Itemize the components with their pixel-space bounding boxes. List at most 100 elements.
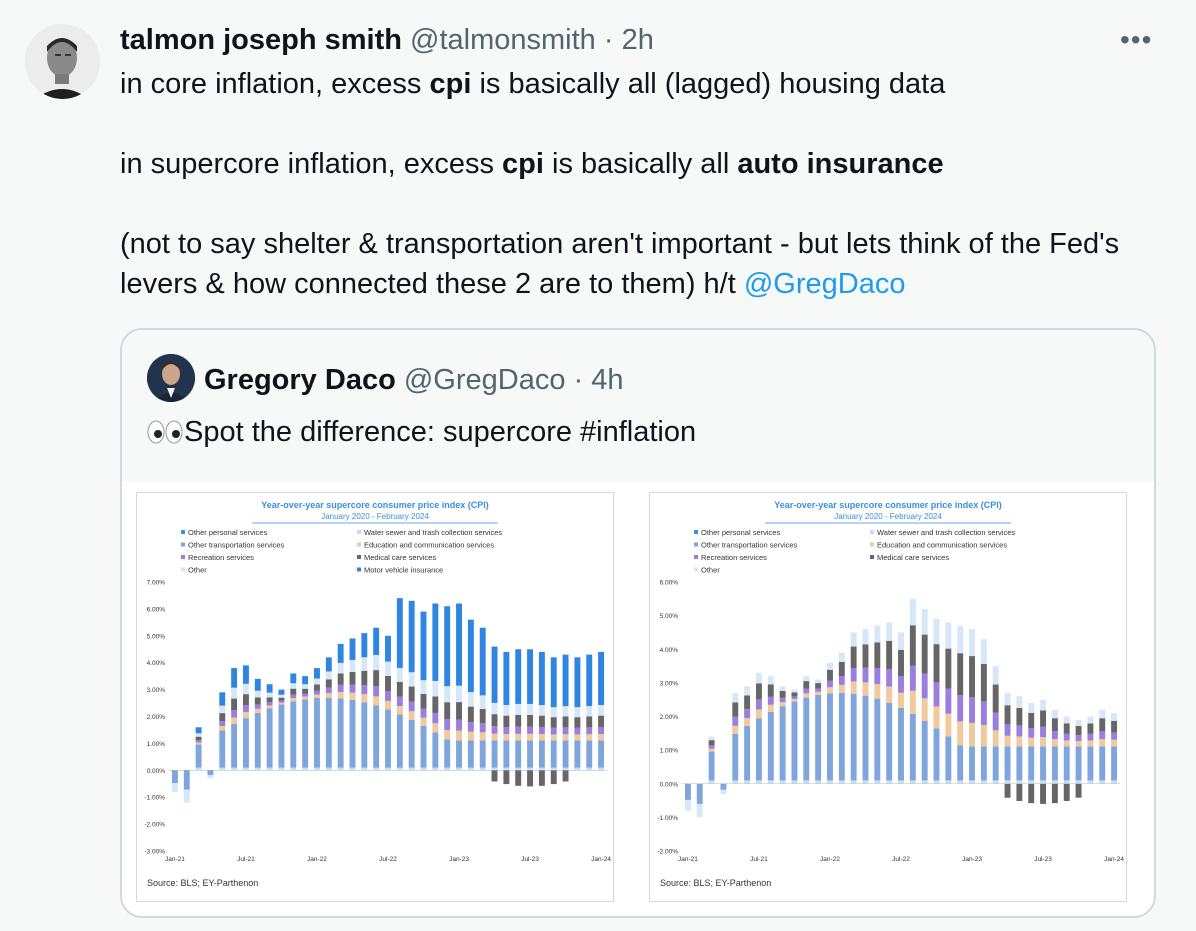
bar-segment xyxy=(444,719,451,730)
bar-segment xyxy=(373,705,380,768)
bar-segment xyxy=(195,767,202,771)
bar-stack xyxy=(254,678,261,771)
quote-author-handle[interactable]: @GregDaco xyxy=(403,364,566,396)
bar-segment xyxy=(744,686,751,696)
bar-segment xyxy=(732,716,739,726)
bar-segment xyxy=(444,702,451,720)
bar-segment xyxy=(266,684,273,693)
bar-segment xyxy=(444,606,451,687)
quoted-tweet[interactable]: Gregory Daco @GregDaco · 4h Spot the dif… xyxy=(120,328,1156,918)
bar-segment xyxy=(231,698,238,711)
legend-label: Other xyxy=(188,566,207,575)
bar-segment xyxy=(945,622,952,649)
bar-segment xyxy=(767,696,774,705)
bar-segment xyxy=(408,701,415,712)
chart-left[interactable]: Year-over-year supercore consumer price … xyxy=(136,492,614,902)
bar-stack xyxy=(779,686,786,784)
bar-stack xyxy=(444,606,451,771)
bar-segment xyxy=(732,733,739,781)
author-name[interactable]: talmon joseph smith xyxy=(120,24,402,56)
bar-segment xyxy=(254,708,261,713)
legend-swatch xyxy=(694,555,698,559)
bar-segment xyxy=(791,692,798,697)
quote-media[interactable]: Year-over-year supercore consumer price … xyxy=(122,482,1154,916)
bar-segment xyxy=(432,696,439,713)
bar-segment xyxy=(1099,731,1106,740)
bar-segment xyxy=(969,697,975,723)
bar-segment xyxy=(755,699,762,710)
bar-segment xyxy=(491,767,498,771)
bar-stack xyxy=(325,657,332,771)
bar-segment xyxy=(1063,746,1070,781)
bar-segment xyxy=(886,668,893,687)
bar-stack xyxy=(314,668,320,771)
bar-segment xyxy=(337,767,344,771)
y-tick-label: -3.00% xyxy=(144,849,165,856)
bar-segment xyxy=(945,648,952,689)
bar-stack xyxy=(242,665,249,771)
bar-segment xyxy=(909,665,916,691)
bar-segment xyxy=(503,770,510,785)
bar-segment xyxy=(349,659,356,672)
bar-segment xyxy=(1004,783,1011,798)
bar-segment xyxy=(586,740,593,768)
bar-segment xyxy=(1099,780,1106,784)
bar-stack xyxy=(1028,703,1035,804)
bar-segment xyxy=(755,718,762,781)
bar-segment xyxy=(850,632,857,647)
bar-segment xyxy=(420,767,427,771)
bar-segment xyxy=(254,678,261,691)
bar-segment xyxy=(302,696,309,700)
bar-segment xyxy=(992,730,999,747)
bar-segment xyxy=(574,727,581,735)
bar-segment xyxy=(803,676,810,682)
chart-right[interactable]: Year-over-year supercore consumer price … xyxy=(649,492,1127,902)
bar-segment xyxy=(1111,746,1118,781)
bar-stack xyxy=(1004,692,1011,798)
bar-segment xyxy=(1004,692,1011,706)
tweet-time[interactable]: · 2h xyxy=(603,24,654,56)
bar-segment xyxy=(314,678,320,685)
legend-swatch xyxy=(694,530,698,534)
bar-stack xyxy=(373,627,380,771)
bar-segment xyxy=(337,673,344,685)
bar-segment xyxy=(933,706,940,729)
bar-segment xyxy=(684,783,691,800)
bar-segment xyxy=(1087,716,1094,724)
author-handle[interactable]: @talmonsmith xyxy=(410,24,596,56)
bar-segment xyxy=(1087,733,1094,741)
bar-segment xyxy=(337,684,344,692)
text-segment: is basically all xyxy=(543,148,738,180)
y-tick-label: 7.00% xyxy=(147,580,166,587)
author-avatar[interactable] xyxy=(25,24,100,99)
bar-stack xyxy=(850,632,857,784)
bar-segment xyxy=(314,668,320,679)
x-tick-label: Jan-21 xyxy=(165,856,185,863)
bar-segment xyxy=(195,742,202,745)
bar-segment xyxy=(242,705,249,712)
mention-link[interactable]: @GregDaco xyxy=(743,268,906,300)
bar-segment xyxy=(325,687,332,693)
bar-segment xyxy=(874,698,881,781)
legend-swatch xyxy=(181,530,185,534)
more-options-icon[interactable]: ••• xyxy=(1120,24,1153,55)
bar-segment xyxy=(538,726,545,735)
bar-segment xyxy=(290,683,297,689)
bar-segment xyxy=(195,744,202,768)
bar-segment xyxy=(898,632,904,650)
x-tick-label: Jan-24 xyxy=(1104,856,1124,863)
chart-title: Year-over-year supercore consumer price … xyxy=(774,500,1002,510)
bar-segment xyxy=(1016,746,1023,781)
bar-segment xyxy=(980,780,987,784)
bar-segment xyxy=(290,694,297,699)
bar-segment xyxy=(242,694,249,706)
bar-segment xyxy=(278,694,285,698)
bar-stack xyxy=(755,672,762,784)
quote-time[interactable]: · 4h xyxy=(573,364,624,396)
quote-author-name[interactable]: Gregory Daco xyxy=(204,364,396,396)
bar-segment xyxy=(562,740,569,768)
bar-segment xyxy=(444,739,451,768)
quote-author-avatar[interactable] xyxy=(147,354,195,402)
bar-segment xyxy=(1111,739,1118,747)
bar-segment xyxy=(1028,713,1035,729)
